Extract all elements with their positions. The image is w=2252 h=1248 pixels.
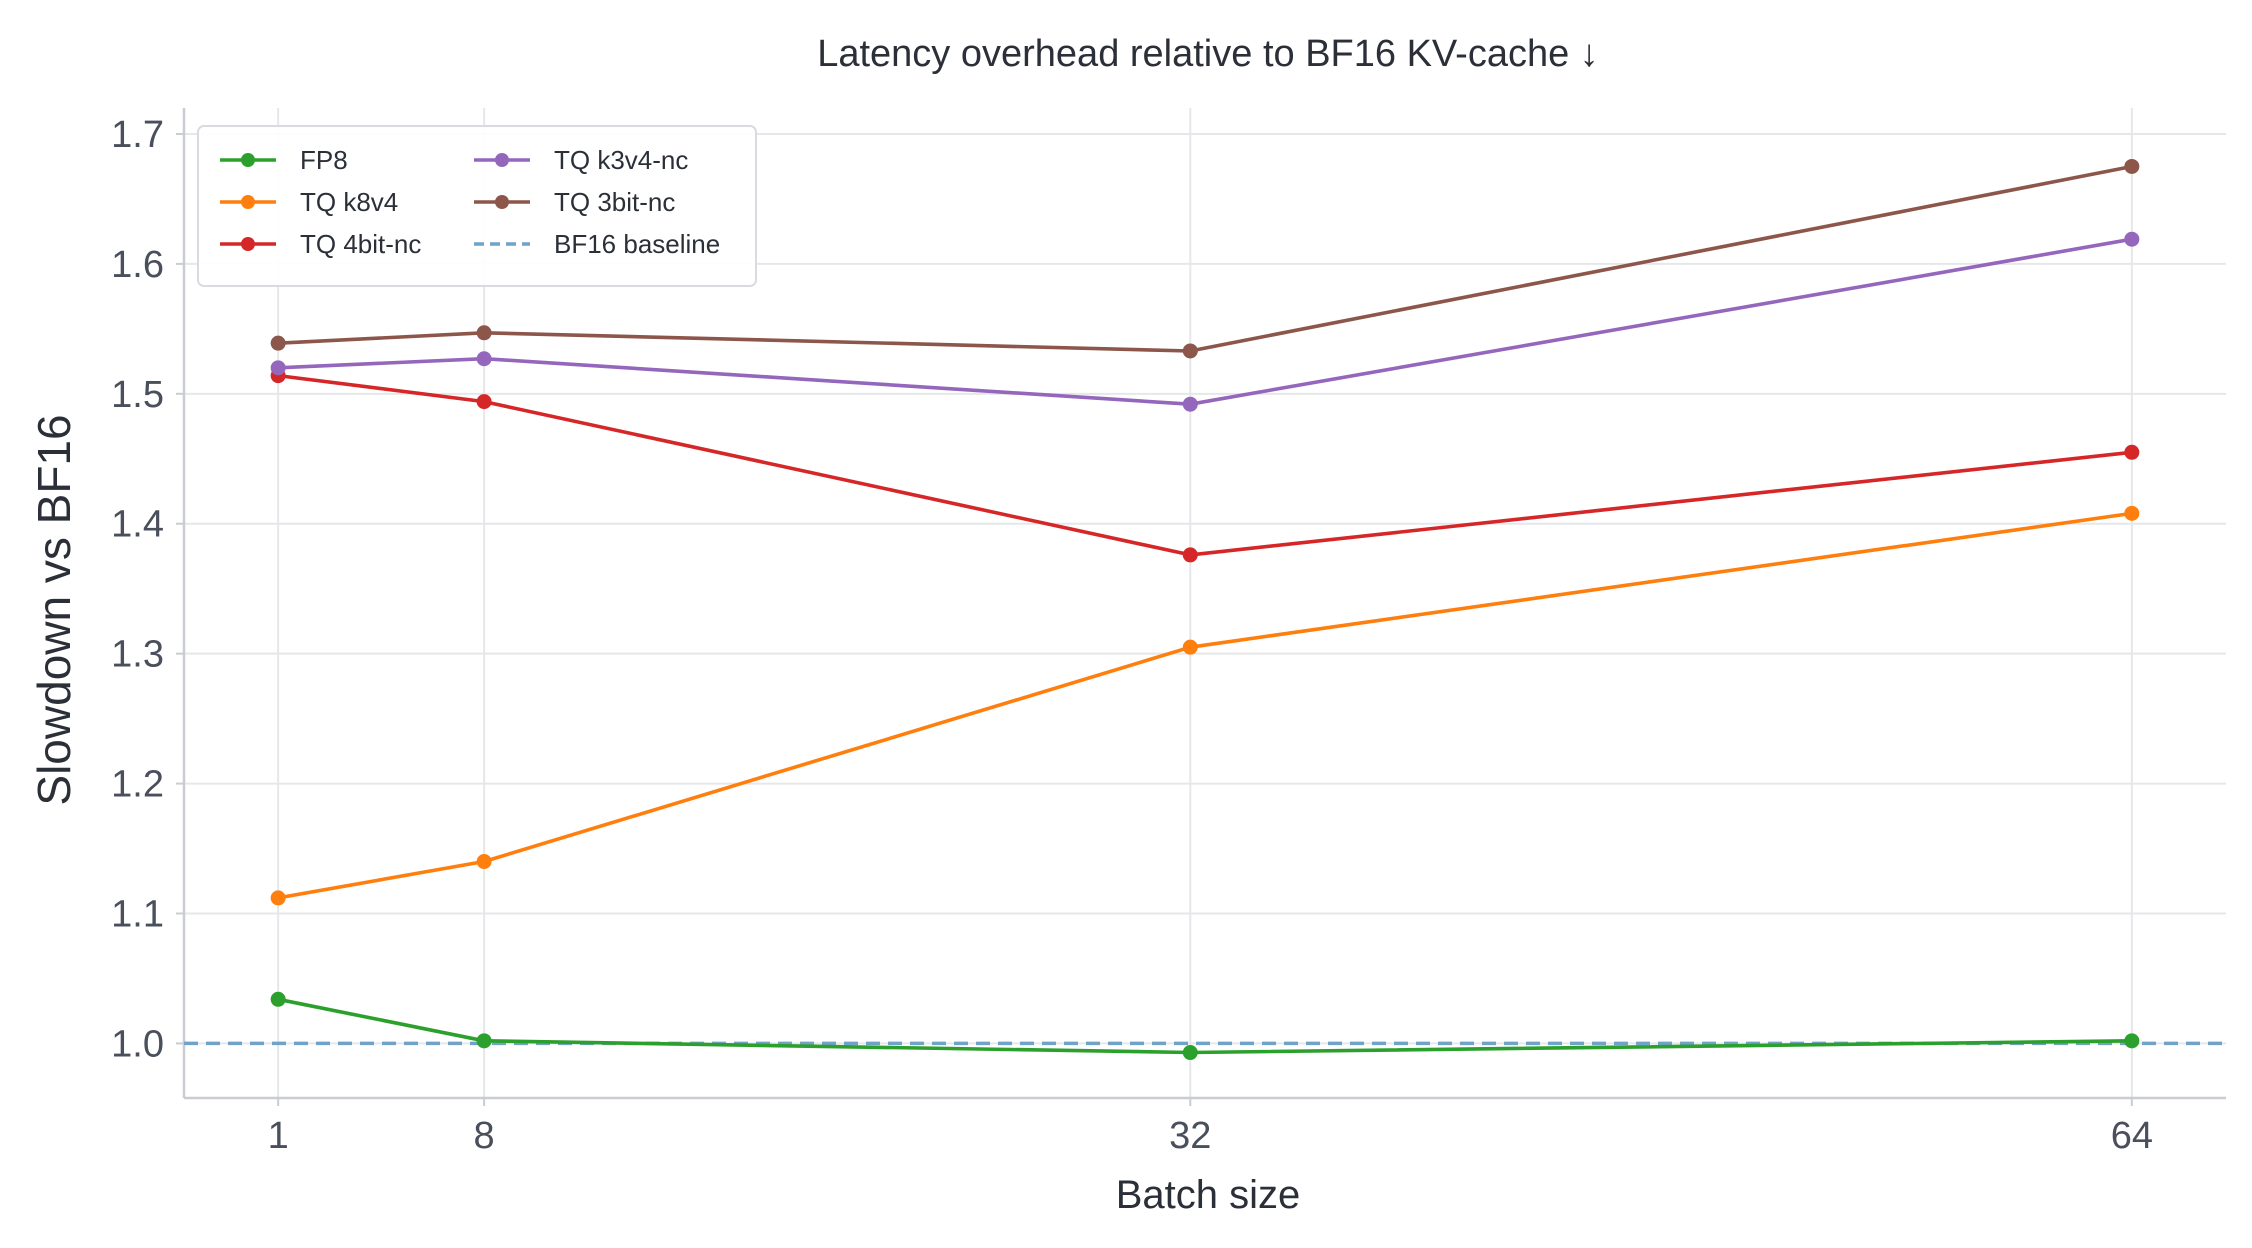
legend-item-fp8: FP8 bbox=[220, 145, 348, 175]
series-line-tq-k3v4-nc bbox=[278, 237, 2133, 407]
legend-label: TQ k8v4 bbox=[300, 187, 398, 217]
data-point-tq-3bit-nc bbox=[2124, 158, 2140, 174]
legend-item-tq-4bit-nc: TQ 4bit-nc bbox=[220, 229, 421, 259]
y-tick-label: 1.6 bbox=[111, 244, 164, 286]
x-tick-label: 1 bbox=[268, 1115, 289, 1157]
y-axis-title: Slowdown vs BF16 bbox=[28, 414, 80, 805]
x-tick-label: 8 bbox=[474, 1115, 495, 1157]
series-line-fp8 bbox=[277, 997, 2132, 1055]
data-point-tq-k3v4-nc bbox=[1182, 396, 1198, 412]
data-point-fp8 bbox=[270, 991, 286, 1007]
legend: FP8 TQ k8v4 TQ 4bit-nc TQ k3v4-nc TQ 3bit-nc… bbox=[197, 125, 757, 287]
y-tick-label: 1.4 bbox=[111, 504, 164, 546]
series-tq-k8v4 bbox=[270, 505, 2140, 906]
y-tick-label: 1.3 bbox=[111, 634, 164, 676]
data-point-tq-3bit-nc bbox=[476, 325, 492, 341]
series-line-tq-4bit-nc bbox=[277, 373, 2132, 557]
x-tick-label: 64 bbox=[2111, 1115, 2153, 1157]
legend-item-tq-3bit-nc: TQ 3bit-nc bbox=[474, 187, 675, 217]
data-point-tq-3bit-nc bbox=[270, 335, 286, 351]
legend-marker bbox=[241, 195, 255, 209]
legend-item-tq-k3v4-nc: TQ k3v4-nc bbox=[474, 145, 688, 175]
legend-label: TQ 4bit-nc bbox=[300, 229, 421, 259]
legend-label: TQ 3bit-nc bbox=[554, 187, 675, 217]
data-point-tq-3bit-nc bbox=[1182, 343, 1198, 359]
data-point-tq-k3v4-nc bbox=[476, 351, 492, 367]
y-tick-label: 1.5 bbox=[111, 374, 164, 416]
data-point-tq-k8v4 bbox=[1182, 639, 1198, 655]
series-fp8 bbox=[270, 991, 2140, 1061]
data-point-tq-k3v4-nc bbox=[2124, 231, 2140, 247]
data-point-tq-4bit-nc bbox=[476, 394, 492, 410]
series-tq-3bit-nc bbox=[270, 158, 2140, 359]
data-point-fp8 bbox=[2124, 1033, 2140, 1049]
y-tick-label: 1.1 bbox=[111, 894, 164, 936]
data-point-tq-k8v4 bbox=[270, 890, 286, 906]
data-point-tq-k8v4 bbox=[2124, 505, 2140, 521]
data-point-fp8 bbox=[476, 1033, 492, 1049]
series-tq-4bit-nc bbox=[270, 368, 2140, 563]
series-line-tq-3bit-nc bbox=[278, 164, 2133, 353]
legend-marker bbox=[241, 153, 255, 167]
data-point-fp8 bbox=[1182, 1045, 1198, 1061]
data-point-tq-4bit-nc bbox=[1182, 547, 1198, 563]
y-tick-label: 1.7 bbox=[111, 114, 164, 156]
y-tick-label: 1.0 bbox=[111, 1023, 164, 1065]
axes bbox=[176, 108, 2226, 1106]
series-layer bbox=[270, 158, 2140, 1061]
x-axis-title: Batch size bbox=[1116, 1173, 1301, 1217]
legend-marker bbox=[495, 153, 509, 167]
y-tick-label: 1.2 bbox=[111, 764, 164, 806]
series-tq-k3v4-nc bbox=[270, 231, 2140, 412]
tick-labels: 1.0 1.1 1.2 1.3 1.4 1.5 1.6 1.7 1 8 32 64 bbox=[111, 114, 2153, 1157]
data-point-tq-k8v4 bbox=[476, 854, 492, 870]
legend-item-bf16-baseline: BF16 baseline bbox=[474, 229, 720, 259]
legend-box bbox=[197, 125, 757, 287]
legend-label: TQ k3v4-nc bbox=[554, 145, 688, 175]
series-line-tq-k8v4 bbox=[277, 511, 2133, 900]
legend-marker bbox=[495, 195, 509, 209]
data-point-tq-k3v4-nc bbox=[270, 360, 286, 376]
legend-label: FP8 bbox=[300, 145, 348, 175]
legend-marker bbox=[241, 237, 255, 251]
x-tick-label: 32 bbox=[1169, 1115, 1211, 1157]
legend-label: BF16 baseline bbox=[554, 229, 720, 259]
legend-item-tq-k8v4: TQ k8v4 bbox=[220, 187, 398, 217]
data-point-tq-4bit-nc bbox=[2124, 444, 2140, 460]
chart-title: Latency overhead relative to BF16 KV-cac… bbox=[817, 33, 1599, 75]
